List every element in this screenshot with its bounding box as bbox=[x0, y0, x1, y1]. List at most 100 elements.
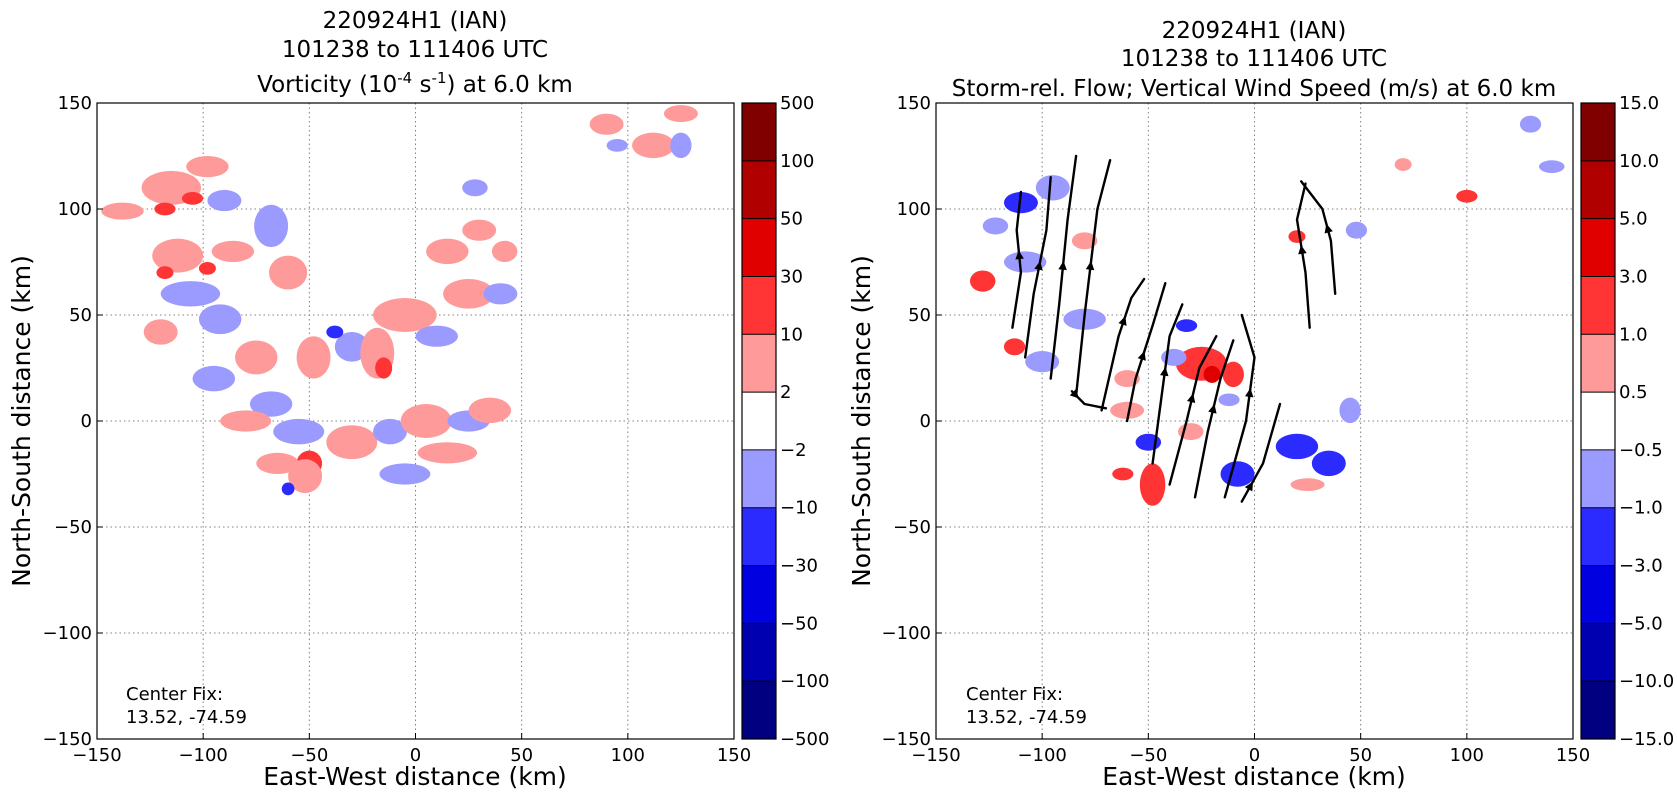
field-blob bbox=[254, 204, 289, 248]
title-line-1: 220924H1 (IAN) bbox=[1162, 18, 1347, 44]
field-blob bbox=[1339, 397, 1361, 424]
y-tick-label: 100 bbox=[897, 199, 931, 220]
field-blob bbox=[663, 105, 698, 123]
field-blob bbox=[296, 336, 331, 379]
x-tick-label: −150 bbox=[72, 745, 121, 766]
field-blob bbox=[1456, 189, 1478, 203]
y-axis-label: North-South distance (km) bbox=[847, 255, 876, 587]
streamline-arrow bbox=[1137, 351, 1146, 361]
streamline-arrow bbox=[1324, 223, 1333, 234]
field-blob bbox=[589, 113, 624, 135]
colorbar-label: −3.0 bbox=[1619, 556, 1663, 577]
field-blob bbox=[198, 262, 216, 275]
field-blob bbox=[1311, 450, 1346, 477]
streamline-arrow bbox=[1160, 366, 1169, 377]
streamline-arrow bbox=[1118, 316, 1127, 326]
field-blob bbox=[143, 319, 178, 345]
y-tick-label: 100 bbox=[58, 199, 92, 220]
x-tick-labels: −150 −100 −50 0 50 100 150 bbox=[72, 733, 751, 766]
field-blob bbox=[491, 240, 518, 262]
colorbar-label: 15.0 bbox=[1619, 93, 1659, 114]
colorbar-label: 5.0 bbox=[1619, 209, 1648, 230]
field-blob bbox=[1139, 463, 1166, 506]
field-blob bbox=[1288, 230, 1306, 243]
field-blob bbox=[334, 331, 369, 362]
field-blob bbox=[207, 189, 242, 212]
colorbar-label: −0.5 bbox=[1619, 440, 1663, 461]
colorbar-label: −100 bbox=[780, 671, 829, 692]
colorbar-segment bbox=[1581, 681, 1615, 740]
field-blob bbox=[326, 325, 344, 339]
field-blob bbox=[273, 418, 325, 445]
vertical-wind-panel: −150 −100 −50 0 50 100 150 −150 −100 −50 0 50 100 15… bbox=[847, 18, 1674, 791]
x-tick-label: 0 bbox=[410, 745, 421, 766]
field-blob bbox=[1218, 393, 1240, 407]
y-tick-label: 150 bbox=[897, 93, 931, 114]
colorbar-segment bbox=[742, 681, 776, 740]
plot-area bbox=[936, 103, 1573, 739]
vorticity-panel: −150 −100 −50 0 50 100 150 −150−100−5005010015… bbox=[7, 8, 829, 791]
x-tick-label: 50 bbox=[510, 745, 533, 766]
field-blob bbox=[969, 270, 996, 292]
x-tick-label: 100 bbox=[611, 745, 645, 766]
field-blob bbox=[192, 365, 236, 392]
field-blob bbox=[268, 255, 308, 290]
field-blob bbox=[156, 266, 174, 279]
colorbar-segment bbox=[742, 507, 776, 566]
y-tick-label: 150 bbox=[58, 93, 92, 114]
title-line-3: Storm-rel. Flow; Vertical Wind Speed (m/… bbox=[952, 76, 1556, 102]
colorbar-label: 3.0 bbox=[1619, 266, 1648, 287]
x-tick-label: 150 bbox=[717, 745, 751, 766]
field-blob bbox=[1539, 160, 1565, 173]
x-tick-label: −50 bbox=[290, 745, 328, 766]
field-blob bbox=[101, 202, 144, 220]
title-line-2: 101238 to 111406 UTC bbox=[1121, 46, 1387, 72]
field-blob bbox=[326, 425, 378, 460]
field-blob bbox=[249, 391, 293, 417]
center-fix-value: 13.52, -74.59 bbox=[126, 707, 247, 728]
field-blob bbox=[462, 179, 488, 197]
colorbar-frame bbox=[741, 102, 777, 740]
x-tick-label: −100 bbox=[1017, 745, 1066, 766]
colorbar-segment bbox=[742, 392, 776, 451]
colorbar-label: 10 bbox=[780, 324, 803, 345]
field-blob bbox=[160, 281, 221, 307]
y-tick-labels: −150 −100 −50 0 50 100 150 bbox=[882, 93, 942, 750]
colorbar-segment bbox=[1581, 623, 1615, 682]
x-tick-label: −150 bbox=[911, 745, 960, 766]
colorbar-segment bbox=[742, 565, 776, 624]
field-blob bbox=[1220, 461, 1255, 487]
field-blob bbox=[211, 240, 255, 262]
colorbar-label: −30 bbox=[780, 556, 818, 577]
x-tick-label: 50 bbox=[1349, 745, 1372, 766]
y-tick-label: 0 bbox=[81, 411, 92, 432]
field-blob bbox=[415, 325, 458, 347]
field-blob bbox=[373, 418, 408, 445]
field-blob bbox=[1345, 221, 1368, 239]
field-blob bbox=[220, 410, 272, 432]
title-line-1: 220924H1 (IAN) bbox=[323, 8, 508, 34]
title-line-2: 101238 to 111406 UTC bbox=[282, 37, 548, 63]
colorbar-segment bbox=[1581, 565, 1615, 624]
streamline-arrow bbox=[1298, 244, 1307, 255]
y-tick-label: −100 bbox=[882, 623, 931, 644]
field-blob bbox=[462, 219, 497, 241]
field-blob bbox=[1025, 351, 1060, 373]
field-blob bbox=[375, 357, 393, 379]
x-tick-label: 0 bbox=[1249, 745, 1260, 766]
y-tick-label: −100 bbox=[43, 623, 92, 644]
vertical-wind-field bbox=[969, 115, 1565, 506]
colorbar-segment bbox=[742, 218, 776, 277]
field-blob bbox=[417, 442, 478, 464]
colorbar-label: 50 bbox=[780, 209, 803, 230]
streamline-arrow bbox=[1069, 389, 1080, 399]
field-blob bbox=[281, 482, 295, 496]
colorbar-segment bbox=[1581, 276, 1615, 335]
field-blob bbox=[468, 397, 512, 424]
colorbar-label: −2 bbox=[780, 440, 807, 461]
field-blob bbox=[1394, 158, 1412, 171]
x-axis-label: East-West distance (km) bbox=[263, 762, 567, 791]
field-blob bbox=[379, 463, 431, 485]
colorbar bbox=[741, 102, 777, 740]
